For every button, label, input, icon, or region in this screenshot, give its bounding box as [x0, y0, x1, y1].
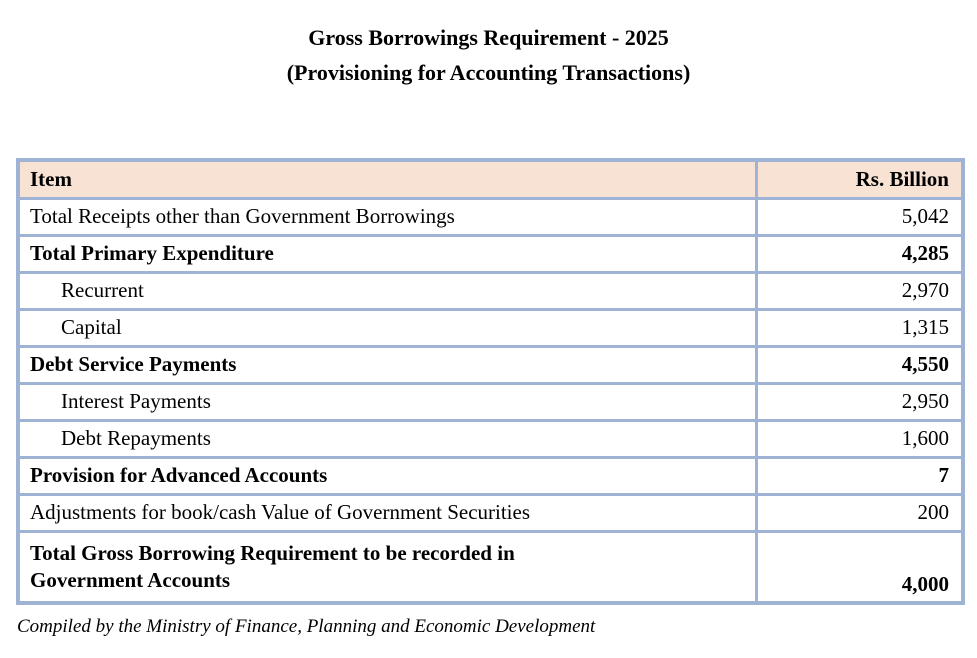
value-cell: 2,970: [754, 270, 965, 311]
value-cell: 7: [754, 455, 965, 496]
value-cell: 1,600: [754, 418, 965, 459]
item-cell: Provision for Advanced Accounts: [16, 455, 758, 496]
item-cell: Total Gross Borrowing Requirement to be …: [16, 529, 758, 605]
table-row: Total Gross Borrowing Requirement to be …: [16, 529, 965, 605]
item-cell: Debt Repayments: [16, 418, 758, 459]
value-cell: 4,550: [754, 344, 965, 385]
value-cell: 4,000: [754, 529, 965, 605]
page-subtitle: (Provisioning for Accounting Transaction…: [286, 60, 691, 86]
table-body: Total Receipts other than Government Bor…: [16, 196, 965, 605]
value-cell: 5,042: [754, 196, 965, 237]
table-header: Item Rs. Billion: [16, 158, 965, 200]
header-row: Item Rs. Billion: [16, 158, 965, 200]
value-cell: 2,950: [754, 381, 965, 422]
column-header-item: Item: [16, 158, 758, 200]
item-cell: Recurrent: [16, 270, 758, 311]
title-block: Gross Borrowings Requirement - 2025 (Pro…: [16, 20, 961, 90]
column-header-value: Rs. Billion: [754, 158, 965, 200]
item-cell: Total Receipts other than Government Bor…: [16, 196, 758, 237]
table-row: Debt Repayments 1,600: [16, 418, 965, 459]
value-cell: 1,315: [754, 307, 965, 348]
item-cell: Total Primary Expenditure: [16, 233, 758, 274]
source-note: Compiled by the Ministry of Finance, Pla…: [17, 616, 596, 638]
table-row: Adjustments for book/cash Value of Gover…: [16, 492, 965, 533]
table-row: Total Receipts other than Government Bor…: [16, 196, 965, 237]
table-row: Capital 1,315: [16, 307, 965, 348]
value-cell: 200: [754, 492, 965, 533]
table-row: Debt Service Payments 4,550: [16, 344, 965, 385]
borrowings-table: Item Rs. Billion Total Receipts other th…: [16, 158, 965, 606]
item-cell: Interest Payments: [16, 381, 758, 422]
item-cell: Adjustments for book/cash Value of Gover…: [16, 492, 758, 533]
value-cell: 4,285: [754, 233, 965, 274]
item-cell: Capital: [16, 307, 758, 348]
table-row: Total Primary Expenditure 4,285: [16, 233, 965, 274]
table-row: Recurrent 2,970: [16, 270, 965, 311]
table-row: Interest Payments 2,950: [16, 381, 965, 422]
item-cell: Debt Service Payments: [16, 344, 758, 385]
table-row: Provision for Advanced Accounts 7: [16, 455, 965, 496]
page-title: Gross Borrowings Requirement - 2025: [308, 25, 669, 50]
